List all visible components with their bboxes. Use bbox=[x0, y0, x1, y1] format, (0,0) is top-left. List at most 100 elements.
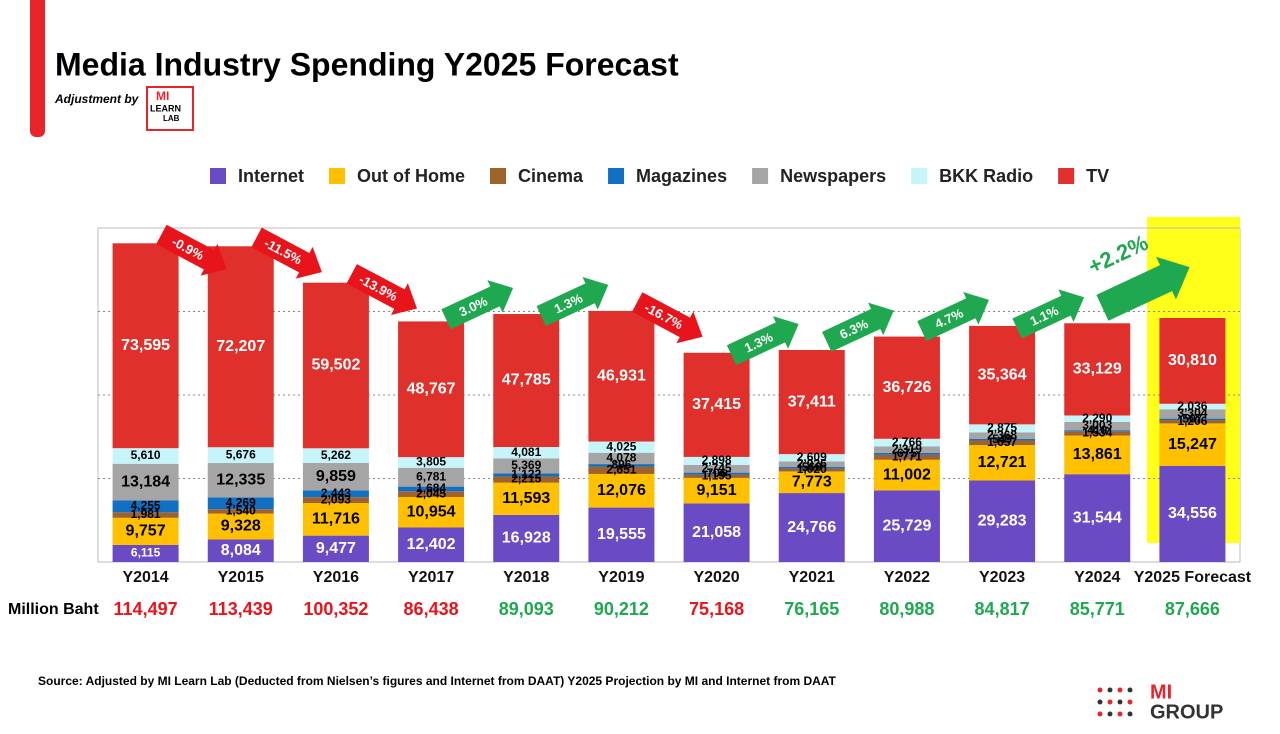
bar-segment bbox=[588, 452, 655, 465]
value-label: 1,540 bbox=[226, 504, 256, 518]
bar-segment bbox=[873, 459, 940, 491]
bar-segment bbox=[969, 445, 1036, 481]
bar-segment bbox=[302, 503, 369, 536]
bar-segment bbox=[1159, 403, 1226, 410]
value-label: 6,115 bbox=[131, 546, 161, 560]
bar-segment bbox=[493, 514, 560, 562]
growth-label: +2.2% bbox=[1084, 230, 1152, 279]
value-label: 4,081 bbox=[511, 445, 541, 459]
bar-segment bbox=[1064, 421, 1131, 431]
bar-segment bbox=[969, 480, 1036, 562]
x-tick-label: Y2023 bbox=[979, 569, 1025, 586]
value-label: 1,122 bbox=[511, 467, 541, 481]
value-label: 549 bbox=[992, 432, 1012, 446]
bar-segment bbox=[398, 321, 465, 458]
bar-segment bbox=[873, 438, 940, 447]
bar-segment bbox=[493, 458, 560, 474]
value-label: 34,556 bbox=[1168, 505, 1217, 522]
value-label: 2,026 bbox=[797, 456, 827, 470]
value-label: 11,593 bbox=[502, 490, 550, 507]
x-tick-label: Y2017 bbox=[408, 569, 454, 586]
x-tick-label: Y2016 bbox=[313, 569, 359, 586]
bar-segment bbox=[1064, 431, 1131, 436]
value-label: 9,328 bbox=[221, 518, 261, 535]
x-tick-label: Y2018 bbox=[503, 569, 549, 586]
bar-segment bbox=[1159, 409, 1226, 419]
value-label: 21,058 bbox=[692, 524, 741, 541]
value-label: 73,595 bbox=[121, 337, 170, 354]
bar-segment bbox=[112, 517, 179, 545]
bar-segment bbox=[112, 463, 179, 501]
bar-segment bbox=[112, 512, 179, 518]
bar-segment bbox=[873, 454, 940, 460]
value-label: 5,610 bbox=[131, 448, 161, 462]
legend-swatch bbox=[210, 168, 226, 184]
value-label: 1,771 bbox=[892, 449, 922, 463]
bar-segment bbox=[302, 462, 369, 491]
value-label: 9,757 bbox=[126, 523, 166, 540]
arrow-shape bbox=[441, 280, 514, 330]
value-label: 5,262 bbox=[321, 448, 351, 462]
bar-segment bbox=[969, 440, 1036, 446]
bar-segment bbox=[207, 497, 274, 510]
bar-segment bbox=[683, 472, 750, 475]
bar-segment bbox=[207, 513, 274, 540]
bar-segment bbox=[493, 473, 560, 477]
arrow-shape bbox=[536, 276, 609, 327]
value-label: 33,129 bbox=[1073, 361, 1122, 378]
bar-segment bbox=[683, 464, 750, 473]
value-label: 2,215 bbox=[511, 472, 541, 486]
bar-segment bbox=[112, 448, 179, 464]
bar-segment bbox=[207, 539, 274, 562]
source: Source: Adjusted by MI Learn Lab (Deduct… bbox=[38, 674, 837, 688]
value-label: 1,020 bbox=[797, 462, 827, 476]
logo-text: LEARN bbox=[150, 103, 181, 113]
bar-segment bbox=[969, 325, 1036, 425]
x-tick-label: Y2025 Forecast bbox=[1134, 569, 1252, 586]
total-label: 100,352 bbox=[303, 599, 368, 619]
value-label: 1,657 bbox=[987, 435, 1017, 449]
value-label: 12,076 bbox=[597, 482, 646, 499]
total-label: 75,168 bbox=[689, 599, 744, 619]
value-label: 12,335 bbox=[216, 471, 265, 488]
value-label: 1,195 bbox=[702, 468, 732, 482]
x-tick-label: Y2021 bbox=[789, 569, 835, 586]
bar-segment bbox=[778, 461, 845, 468]
total-label: 84,817 bbox=[975, 599, 1030, 619]
bar-segment bbox=[112, 544, 179, 562]
logo-text: LAB bbox=[163, 114, 180, 123]
chart-title: Media Industry Spending Y2025 Forecast bbox=[55, 46, 679, 82]
legend-label: TV bbox=[1086, 166, 1109, 186]
bar-segment bbox=[398, 496, 465, 528]
value-label: 29,283 bbox=[978, 512, 1027, 529]
arrow-shape bbox=[632, 292, 703, 344]
value-label: 24,766 bbox=[787, 519, 836, 536]
value-label: 2,766 bbox=[892, 435, 922, 449]
value-label: 12,402 bbox=[407, 536, 456, 553]
legend-swatch bbox=[608, 168, 625, 184]
bar-segment bbox=[398, 527, 465, 562]
value-label: 30,810 bbox=[1168, 352, 1217, 369]
logo-text: MI bbox=[156, 89, 169, 103]
value-label: 2,651 bbox=[606, 462, 636, 476]
bar-segment bbox=[398, 491, 465, 497]
bar-segment bbox=[588, 310, 655, 442]
bar-segment bbox=[969, 424, 1036, 433]
value-label: 35,364 bbox=[978, 366, 1027, 383]
total-label: 89,093 bbox=[499, 599, 554, 619]
footer-logo-text: MI bbox=[1150, 681, 1172, 703]
value-label: 10,954 bbox=[407, 503, 456, 520]
value-label: 37,415 bbox=[692, 396, 741, 413]
x-tick-label: Y2019 bbox=[598, 569, 644, 586]
legend-swatch bbox=[1058, 168, 1075, 184]
bar-segment bbox=[969, 432, 1036, 439]
bar-segment bbox=[778, 467, 845, 469]
legend-swatch bbox=[490, 168, 507, 184]
value-label: 2,045 bbox=[416, 486, 446, 500]
value-label: 48,767 bbox=[407, 381, 456, 398]
value-label: 896 bbox=[611, 458, 631, 472]
bar-segment bbox=[873, 446, 940, 453]
bar-segment bbox=[1064, 415, 1131, 422]
total-label: 90,212 bbox=[594, 599, 649, 619]
value-label: 410 bbox=[1087, 423, 1107, 437]
